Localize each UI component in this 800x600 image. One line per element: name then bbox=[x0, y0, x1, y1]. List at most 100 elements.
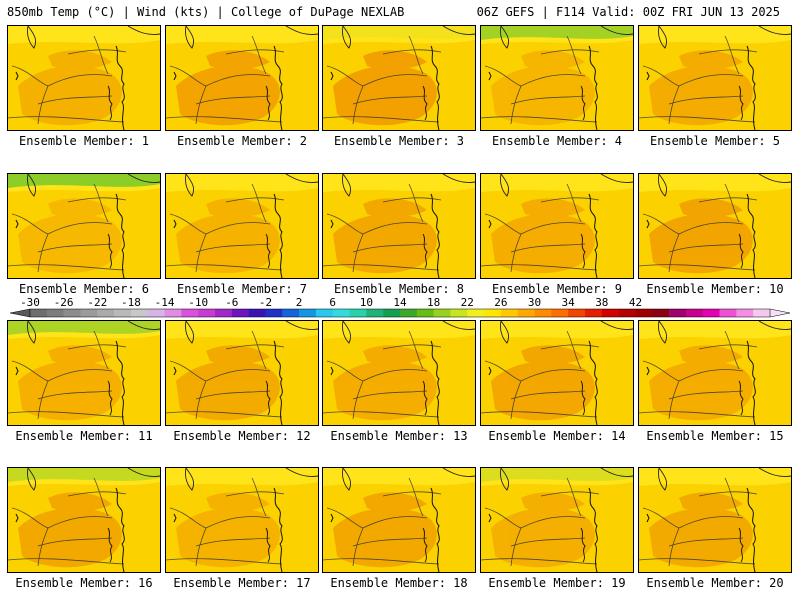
temperature-map bbox=[323, 26, 475, 130]
ensemble-panel-18 bbox=[322, 467, 476, 573]
ensemble-member-label: Ensemble Member: 20 bbox=[646, 576, 784, 590]
ensemble-panel-9 bbox=[480, 173, 634, 279]
ensemble-panel-17 bbox=[165, 467, 319, 573]
colorbar-swatch bbox=[618, 309, 636, 317]
ensemble-member-label: Ensemble Member: 15 bbox=[646, 429, 784, 443]
colorbar-swatch bbox=[147, 309, 165, 317]
ensemble-panel-5 bbox=[638, 25, 792, 131]
temperature-map bbox=[481, 468, 633, 572]
colorbar-swatch bbox=[702, 309, 720, 317]
colorbar-swatch bbox=[400, 309, 418, 317]
ensemble-panel-13 bbox=[322, 320, 476, 426]
colorbar-swatch bbox=[719, 309, 737, 317]
ensemble-panel-10 bbox=[638, 173, 792, 279]
colorbar-swatch bbox=[248, 309, 266, 317]
ensemble-member-label: Ensemble Member: 17 bbox=[173, 576, 311, 590]
colorbar-swatch bbox=[265, 309, 283, 317]
colorbar-low-arrow bbox=[9, 308, 31, 318]
temperature-map bbox=[639, 174, 791, 278]
temperature-map bbox=[639, 468, 791, 572]
colorbar-swatch bbox=[332, 309, 350, 317]
colorbar-swatch bbox=[46, 309, 64, 317]
chart-title: 850mb Temp (°C) | Wind (kts) | College o… bbox=[7, 5, 405, 19]
temperature-map bbox=[639, 321, 791, 425]
colorbar-swatch bbox=[30, 309, 48, 317]
colorbar-tick-label: -6 bbox=[225, 296, 238, 309]
ensemble-member-label: Ensemble Member: 9 bbox=[491, 282, 623, 296]
colorbar-tick-label: -14 bbox=[155, 296, 175, 309]
colorbar-swatch bbox=[114, 309, 132, 317]
colorbar-swatch bbox=[349, 309, 367, 317]
ensemble-panel-8 bbox=[322, 173, 476, 279]
colorbar-high-arrow bbox=[769, 308, 791, 318]
temperature-map bbox=[166, 26, 318, 130]
colorbar-tick-label: 30 bbox=[528, 296, 541, 309]
colorbar-swatch bbox=[433, 309, 451, 317]
ensemble-member-label: Ensemble Member: 4 bbox=[491, 134, 623, 148]
ensemble-member-label: Ensemble Member: 6 bbox=[18, 282, 150, 296]
ensemble-panel-4 bbox=[480, 25, 634, 131]
temperature-map bbox=[166, 321, 318, 425]
temperature-map bbox=[481, 26, 633, 130]
colorbar-swatch bbox=[299, 309, 317, 317]
ensemble-panel-6 bbox=[7, 173, 161, 279]
colorbar-swatch bbox=[669, 309, 687, 317]
ensemble-panel-7 bbox=[165, 173, 319, 279]
colorbar-swatch bbox=[467, 309, 485, 317]
colorbar-tick-label: -10 bbox=[188, 296, 208, 309]
colorbar-swatch bbox=[198, 309, 216, 317]
colorbar-swatch bbox=[130, 309, 149, 317]
temperature-map bbox=[323, 468, 475, 572]
colorbar-tick-label: -18 bbox=[121, 296, 141, 309]
temperature-map bbox=[166, 174, 318, 278]
colorbar-tick-label: 38 bbox=[595, 296, 608, 309]
colorbar-tick-label: -22 bbox=[87, 296, 107, 309]
colorbar-swatch bbox=[63, 309, 81, 317]
colorbar-tick-label: 22 bbox=[461, 296, 474, 309]
ensemble-panel-2 bbox=[165, 25, 319, 131]
colorbar-swatch bbox=[500, 309, 519, 317]
ensemble-panel-1 bbox=[7, 25, 161, 131]
temperature-map bbox=[323, 321, 475, 425]
run-valid-time: 06Z GEFS | F114 Valid: 00Z FRI JUN 13 20… bbox=[476, 5, 780, 19]
ensemble-member-label: Ensemble Member: 8 bbox=[333, 282, 465, 296]
ensemble-member-label: Ensemble Member: 2 bbox=[176, 134, 308, 148]
colorbar-swatch bbox=[685, 309, 704, 317]
ensemble-member-label: Ensemble Member: 10 bbox=[646, 282, 784, 296]
colorbar-swatch bbox=[635, 309, 653, 317]
ensemble-member-label: Ensemble Member: 16 bbox=[15, 576, 153, 590]
temperature-map bbox=[481, 321, 633, 425]
temperature-colorbar: -30 -26 -22 -18 -14 -10 -6 -2 2 6 10 14 18 22 26 30 34 38… bbox=[9, 296, 791, 318]
ensemble-member-label: Ensemble Member: 7 bbox=[176, 282, 308, 296]
ensemble-member-label: Ensemble Member: 18 bbox=[330, 576, 468, 590]
colorbar-tick-label: 10 bbox=[360, 296, 373, 309]
temperature-map bbox=[8, 468, 160, 572]
colorbar-swatch bbox=[97, 309, 115, 317]
colorbar-swatch bbox=[80, 309, 98, 317]
ensemble-member-label: Ensemble Member: 12 bbox=[173, 429, 311, 443]
colorbar-swatch bbox=[551, 309, 569, 317]
colorbar-swatch bbox=[366, 309, 384, 317]
ensemble-member-label: Ensemble Member: 11 bbox=[15, 429, 153, 443]
ensemble-member-label: Ensemble Member: 14 bbox=[488, 429, 626, 443]
colorbar-tick-label: 2 bbox=[296, 296, 303, 309]
colorbar-swatch bbox=[652, 309, 670, 317]
temperature-map bbox=[166, 468, 318, 572]
colorbar-swatch bbox=[601, 309, 619, 317]
temperature-map bbox=[323, 174, 475, 278]
ensemble-panel-15 bbox=[638, 320, 792, 426]
ensemble-member-label: Ensemble Member: 13 bbox=[330, 429, 468, 443]
colorbar-swatch bbox=[164, 309, 182, 317]
colorbar-tick-label: 42 bbox=[629, 296, 642, 309]
colorbar-swatch bbox=[517, 309, 535, 317]
colorbar-swatch bbox=[450, 309, 468, 317]
colorbar-tick-label: -30 bbox=[20, 296, 40, 309]
colorbar-swatch bbox=[215, 309, 233, 317]
colorbar-tick-label: 18 bbox=[427, 296, 440, 309]
colorbar-swatch bbox=[383, 309, 401, 317]
colorbar-tick-label: 34 bbox=[562, 296, 576, 309]
colorbar-swatch bbox=[753, 309, 771, 317]
ensemble-member-label: Ensemble Member: 1 bbox=[18, 134, 150, 148]
temperature-map bbox=[8, 174, 160, 278]
